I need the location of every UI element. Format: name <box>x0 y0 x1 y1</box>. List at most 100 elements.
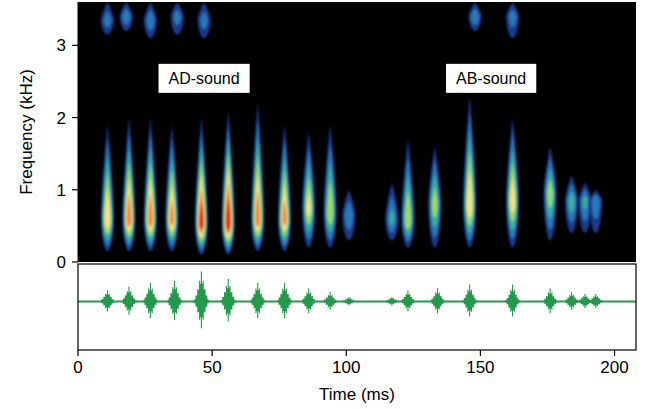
pulse-layer <box>144 2 157 38</box>
pulse-layer <box>471 8 479 25</box>
pulse-layer <box>583 196 588 210</box>
x-tick <box>480 350 481 356</box>
pulse-layer <box>225 182 231 234</box>
pulse-layer <box>251 103 264 251</box>
pulse-layer <box>506 2 519 38</box>
x-tick-label: 100 <box>332 358 360 377</box>
pulse-layer <box>200 11 207 29</box>
y-tick-label: 2 <box>57 109 66 128</box>
x-tick-label: 50 <box>203 358 222 377</box>
pulse-layer <box>342 190 355 241</box>
pulse-layer <box>431 173 439 227</box>
pulse-layer <box>465 133 474 233</box>
burst <box>564 292 578 310</box>
pulse-layer <box>467 170 473 219</box>
pulse <box>165 125 178 251</box>
pulse-layer <box>199 188 205 233</box>
pulse-layer <box>124 148 134 242</box>
burst <box>430 288 444 313</box>
x-tick-label: 150 <box>466 358 494 377</box>
pulse-layer <box>222 110 235 254</box>
pulse-layer <box>105 189 111 229</box>
x-tick <box>346 350 347 356</box>
x-tick <box>212 350 213 356</box>
pulse-layer <box>196 132 208 251</box>
pulse <box>120 2 133 31</box>
pulse-layer <box>254 155 262 236</box>
pulse-layer <box>146 10 154 31</box>
pulse-layer <box>126 178 132 231</box>
pulse <box>469 2 482 31</box>
pulse-layer <box>104 11 111 27</box>
x-tick-label: 0 <box>73 358 82 377</box>
pulse-layer <box>127 193 132 226</box>
pulse <box>122 118 135 252</box>
waveform-background <box>78 264 636 350</box>
pulse <box>506 2 519 38</box>
pulse-layer <box>546 168 554 218</box>
pulse-layer <box>509 9 516 27</box>
annotation-text: AD-sound <box>169 70 240 87</box>
x-axis-title: Time (ms) <box>319 385 395 404</box>
pulse-layer <box>569 191 575 212</box>
pulse-layer <box>199 200 203 229</box>
chart: 0123Frequency (kHz)AD-soundAB-sound05010… <box>0 0 646 410</box>
burst <box>194 271 208 328</box>
pulse-layer <box>144 118 157 252</box>
pulse-layer <box>195 118 208 255</box>
pulse-layer <box>279 140 290 246</box>
pulse-layer <box>432 187 437 218</box>
pulse <box>171 2 184 35</box>
pulse-layer <box>166 140 177 246</box>
burst <box>462 285 476 317</box>
pulse-layer <box>171 2 184 35</box>
burst <box>122 286 136 314</box>
burst <box>100 290 114 311</box>
pulse-layer <box>565 175 578 233</box>
x-tick-label: 200 <box>600 358 628 377</box>
pulse-layer <box>345 201 353 230</box>
pulse <box>342 190 355 241</box>
burst <box>385 297 399 306</box>
pulse <box>428 146 441 247</box>
pulse-layer <box>224 153 233 242</box>
pulse-layer <box>463 96 476 248</box>
pulse-layer <box>466 151 473 225</box>
pulse-layer <box>174 9 181 25</box>
pulse-layer <box>196 146 206 246</box>
pulse <box>195 118 208 255</box>
pulse <box>198 2 211 38</box>
plot-background <box>78 2 636 262</box>
pulses <box>101 2 602 255</box>
pulse-layer <box>405 190 411 229</box>
waveform-frame <box>78 264 636 350</box>
pulse-layer <box>547 179 552 208</box>
pulse <box>101 125 114 251</box>
pulse-layer <box>282 200 286 226</box>
x-tick <box>614 350 615 356</box>
pulse-layer <box>592 194 600 219</box>
pulse-layer <box>589 190 602 233</box>
pulse-layer <box>122 8 130 25</box>
pulse-layer <box>327 180 333 225</box>
pulse <box>302 132 315 248</box>
pulse-layer <box>148 193 153 226</box>
pulse-layer <box>509 163 516 222</box>
pulse-layer <box>125 163 133 236</box>
pulse-layer <box>198 174 205 238</box>
pulse-layer <box>222 125 234 251</box>
pulse-layer <box>226 194 231 230</box>
pulse-layer <box>326 162 334 233</box>
pulse-layer <box>120 2 133 31</box>
pulse <box>144 2 157 38</box>
pulse-layer <box>403 156 414 241</box>
pulse-layer <box>385 183 398 241</box>
annotation: AD-sound <box>159 64 250 93</box>
pulse-layer <box>146 148 156 242</box>
pulse-layer <box>469 2 482 31</box>
pulse-layer <box>101 2 114 35</box>
burst <box>589 294 603 308</box>
pulse-layer <box>167 155 176 241</box>
y-tick <box>72 117 78 118</box>
pulse-layer <box>324 125 337 248</box>
